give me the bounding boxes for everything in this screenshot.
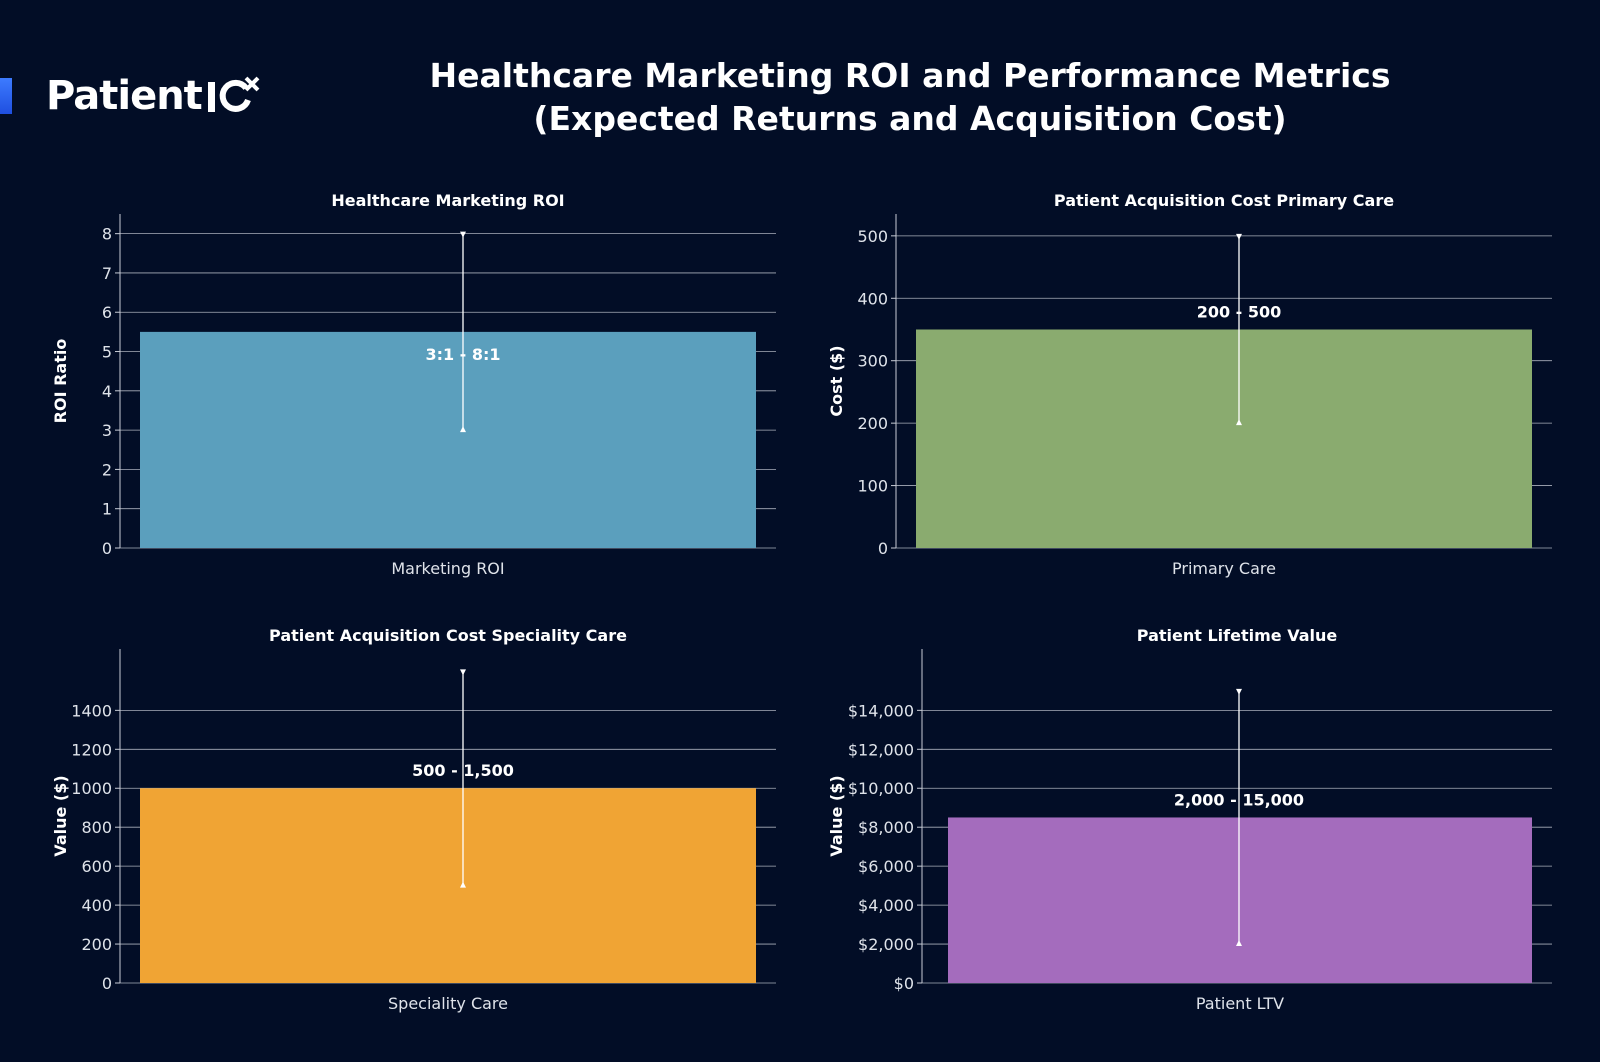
primary-care-chart-title: Patient Acquisition Cost Primary Care [1054,191,1394,210]
lifetime-value-bar-label: 2,000 - 15,000 [1174,790,1304,809]
roi-bar-label: 3:1 - 8:1 [425,345,500,364]
roi-y-tick-label: 5 [102,343,112,362]
roi-y-axis-title: ROI Ratio [51,339,70,424]
speciality-care-y-tick-label: 400 [81,896,112,915]
page-title-line-2: (Expected Returns and Acquisition Cost) [533,99,1287,138]
primary-care-y-tick-label: 300 [857,352,888,371]
lifetime-value-y-tick-label: $4,000 [858,896,914,915]
page-title: Healthcare Marketing ROI and Performance… [380,54,1440,140]
speciality-care-chart-title: Patient Acquisition Cost Speciality Care [269,626,627,645]
brand-logo: Patient [0,76,262,116]
lifetime-value-y-tick-label: $0 [894,974,914,993]
lifetime-value-error-cap-bottom [1236,940,1242,947]
speciality-care-y-tick-label: 200 [81,935,112,954]
primary-care-y-tick-label: 0 [878,539,888,558]
primary-care-bar-label: 200 - 500 [1197,302,1282,321]
speciality-care-error-cap-bottom [460,881,466,888]
primary-care-error-cap-bottom [1236,419,1242,426]
lifetime-value-error-cap-top [1236,688,1242,695]
speciality-care-y-axis-title: Value ($) [51,775,70,856]
primary-care-error-cap-top [1236,233,1242,240]
primary-care-y-axis-title: Cost ($) [827,345,846,416]
brand-accent-bar [0,78,12,114]
roi-y-tick-label: 3 [102,421,112,440]
primary-care-x-tick-label: Primary Care [1172,559,1276,578]
primary-care-bar [916,329,1532,548]
primary-care-y-tick-label: 200 [857,414,888,433]
roi-y-tick-label: 8 [102,225,112,244]
roi-y-tick-label: 4 [102,382,112,401]
roi-y-tick-label: 6 [102,303,112,322]
speciality-care-y-tick-label: 0 [102,974,112,993]
roi-y-tick-label: 2 [102,460,112,479]
lifetime-value-y-tick-label: $8,000 [858,818,914,837]
lifetime-value-x-tick-label: Patient LTV [1196,994,1284,1013]
brand-10x-mark [206,76,262,116]
speciality-care-y-tick-label: 1000 [71,779,112,798]
lifetime-value-y-tick-label: $2,000 [858,935,914,954]
speciality-care-y-tick-label: 800 [81,818,112,837]
roi-x-tick-label: Marketing ROI [391,559,504,578]
primary-care-y-tick-label: 500 [857,227,888,246]
roi-bar [140,331,756,548]
roi-error-cap-top [460,231,466,238]
lifetime-value-y-tick-label: $10,000 [848,779,914,798]
roi-y-tick-label: 7 [102,264,112,283]
roi-chart-title: Healthcare Marketing ROI [331,191,564,210]
roi-y-tick-label: 1 [102,500,112,519]
lifetime-value-y-tick-label: $6,000 [858,857,914,876]
primary-care-y-tick-label: 100 [857,477,888,496]
speciality-care-bar [140,788,756,983]
lifetime-value-y-axis-title: Value ($) [827,775,846,856]
roi-y-tick-label: 0 [102,539,112,558]
brand-name: Patient [46,73,203,119]
page-title-line-1: Healthcare Marketing ROI and Performance… [429,56,1391,95]
speciality-care-y-tick-label: 600 [81,857,112,876]
speciality-care-x-tick-label: Speciality Care [388,994,508,1013]
speciality-care-y-tick-label: 1400 [71,701,112,720]
primary-care-y-tick-label: 400 [857,289,888,308]
lifetime-value-bar [948,817,1532,983]
lifetime-value-chart-title: Patient Lifetime Value [1137,626,1338,645]
speciality-care-y-tick-label: 1200 [71,740,112,759]
lifetime-value-y-tick-label: $14,000 [848,701,914,720]
roi-error-cap-bottom [460,426,466,433]
speciality-care-error-cap-top [460,669,466,676]
lifetime-value-y-tick-label: $12,000 [848,740,914,759]
speciality-care-bar-label: 500 - 1,500 [412,761,514,780]
